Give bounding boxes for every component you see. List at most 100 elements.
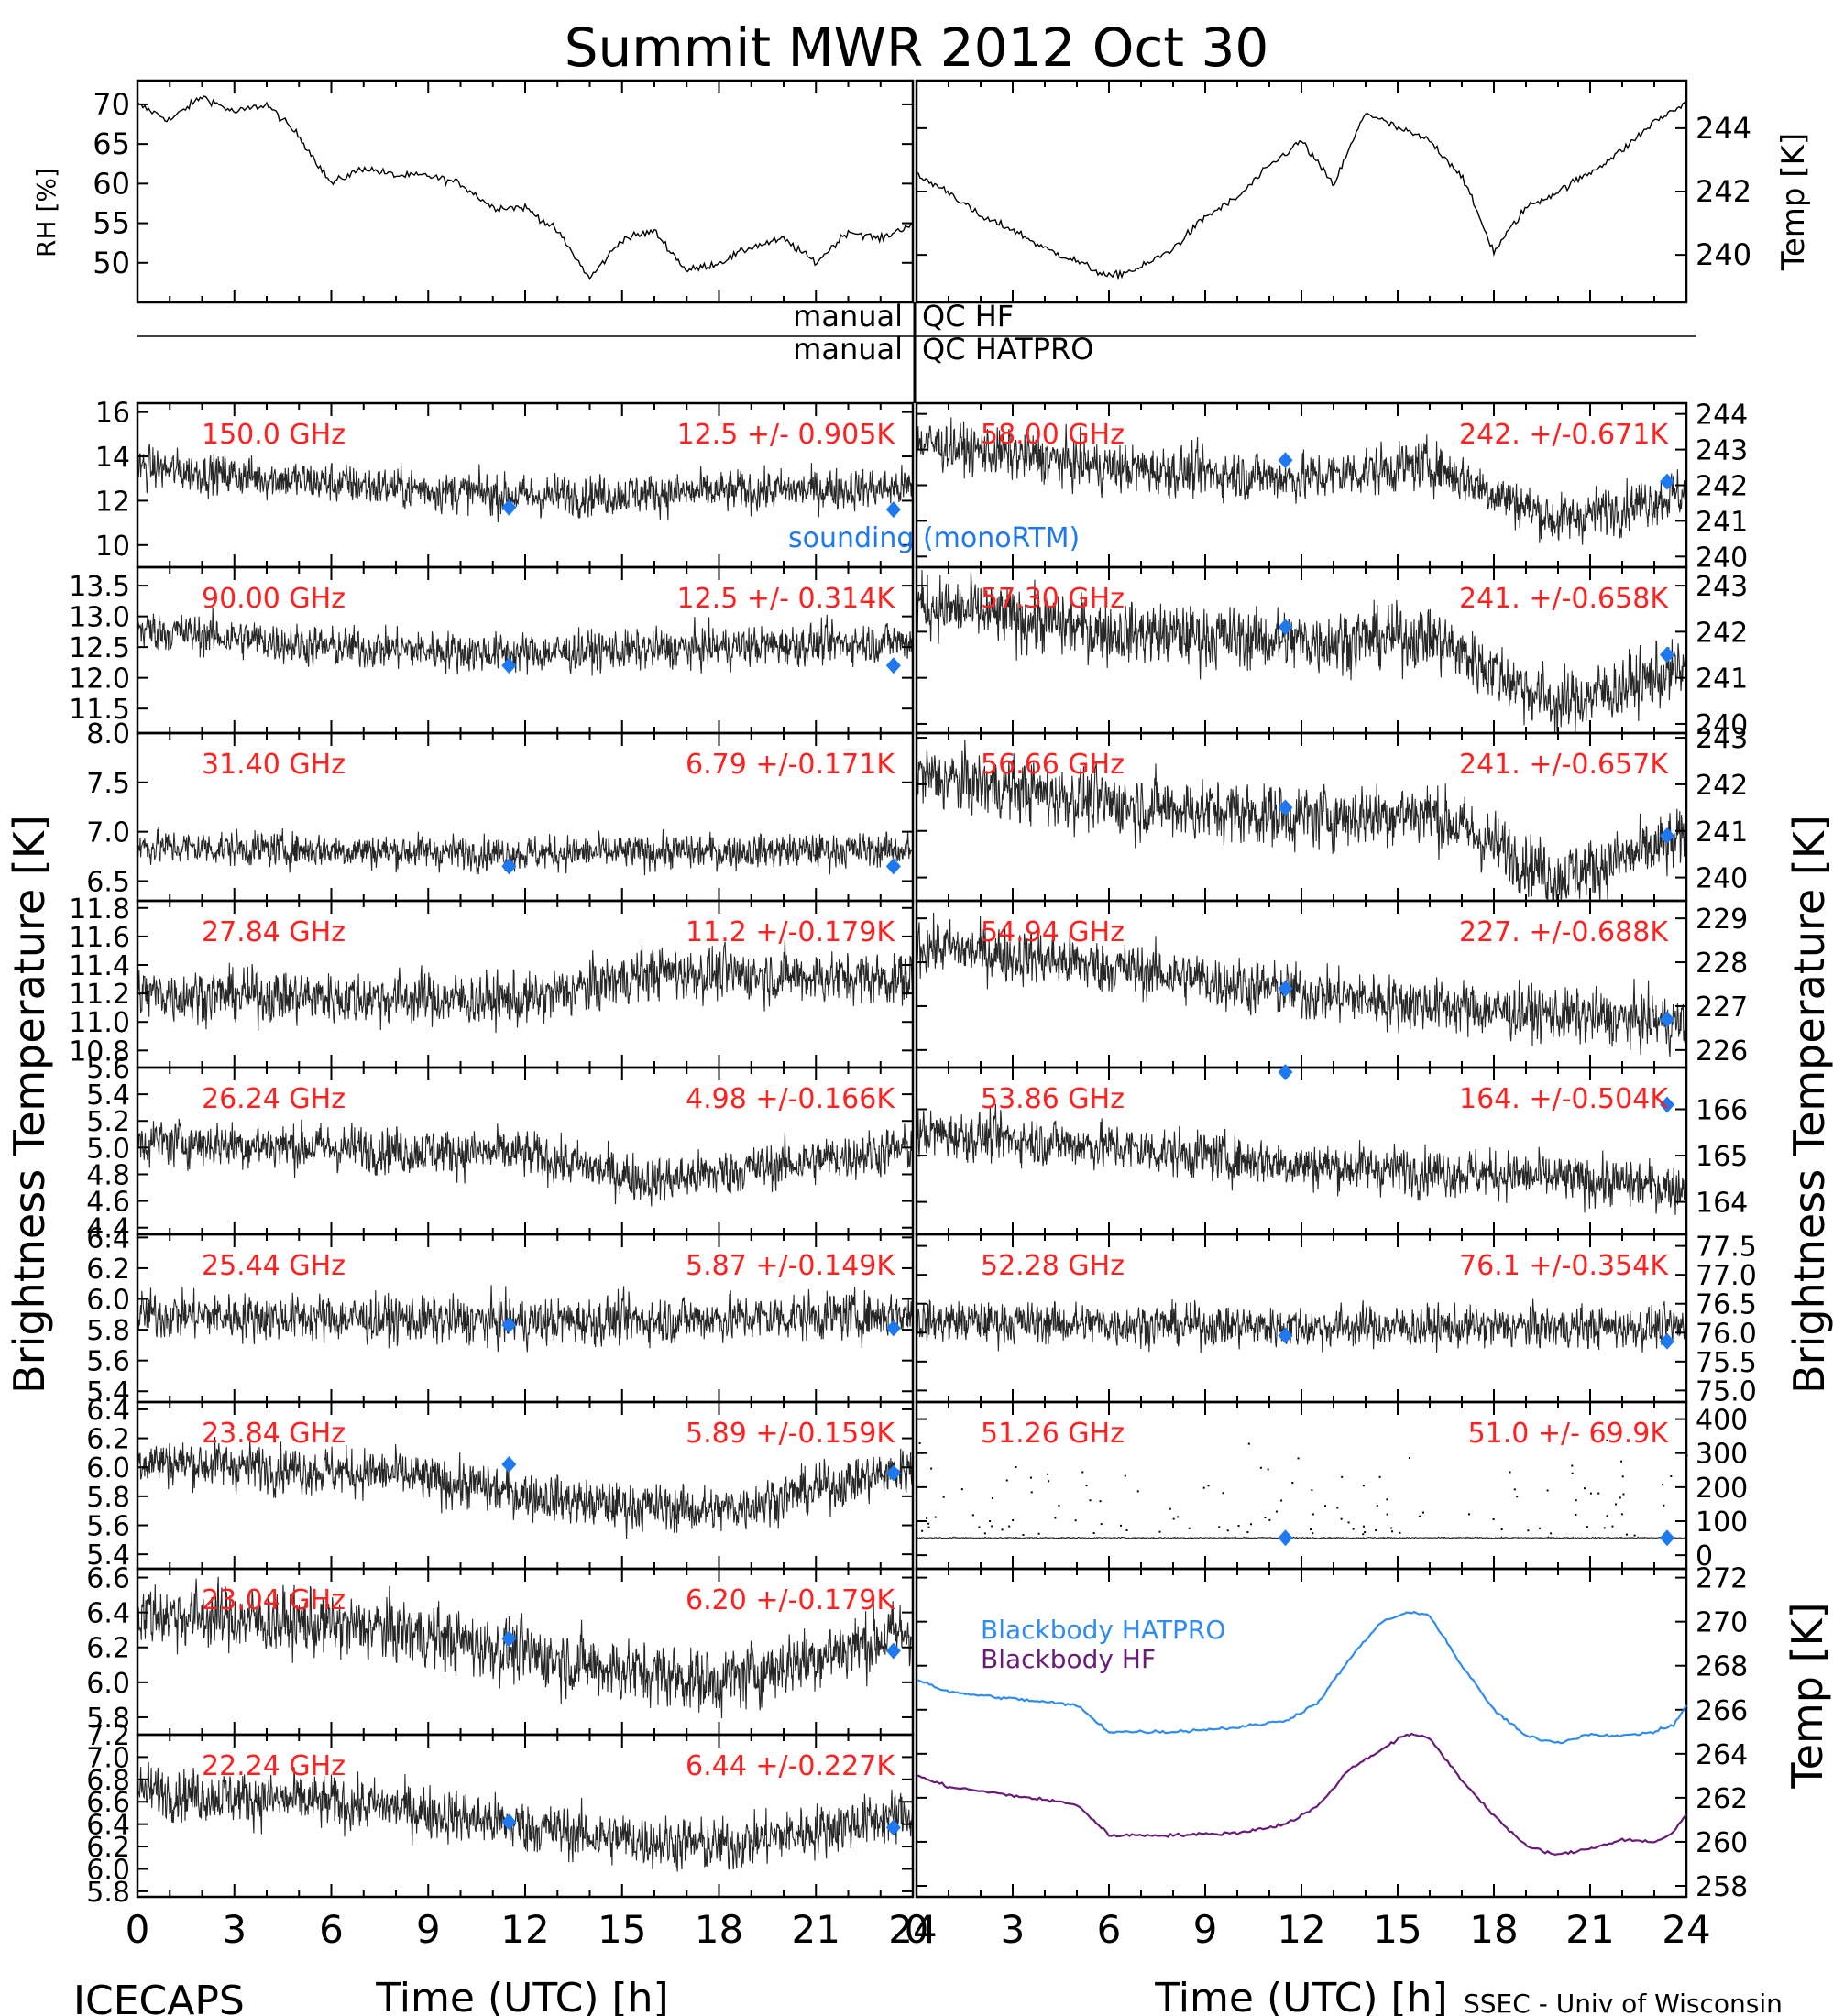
channel-5126-panel-ytick-label: 200 [1696, 1473, 1748, 1505]
channel-2224-panel-xtick-label: 0 [126, 1907, 150, 1952]
channel-5126-panel-spike-point [1419, 1515, 1421, 1517]
channel-1500-panel-stat-label: 12.5 +/- 0.905K [677, 419, 896, 451]
channel-5126-panel-spike-point [1280, 1499, 1283, 1502]
channel-1500-panel-sounding-point [501, 499, 517, 516]
channel-5800-panel-series-line [916, 417, 1686, 545]
channel-5126-panel-spike-point [1362, 1525, 1365, 1528]
channel-5386-panel-sounding-point [1278, 1064, 1293, 1081]
blackbody-panel-ytick-label: 268 [1696, 1651, 1748, 1683]
channel-5126-panel-spike-point [930, 1467, 933, 1470]
channel-2784-panel-ytick-label: 11.6 [69, 922, 130, 954]
channel-5126-panel-spike-point [1100, 1523, 1103, 1526]
channel-5126-panel-spike-point [1005, 1479, 1008, 1482]
channel-5126-panel-spike-point [1008, 1525, 1011, 1528]
channel-5126-panel-spike-point [1606, 1439, 1608, 1441]
channel-2544-panel-ytick-label: 6.0 [86, 1285, 130, 1317]
channel-2624-panel-frequency-label: 26.24 GHz [202, 1083, 346, 1115]
blackbody-series-line-hatpro [916, 1610, 1687, 1745]
channel-2224-panel-xtick-label: 9 [416, 1907, 441, 1952]
channel-5126-panel-spike-point [989, 1519, 992, 1522]
temp-panel-ytick-label: 240 [1696, 237, 1751, 272]
channel-3140-panel-frequency-label: 31.40 GHz [202, 749, 346, 781]
channel-5126-panel-spike-point [1620, 1460, 1623, 1463]
channel-5730-panel-ytick-label: 241 [1696, 663, 1748, 696]
rh-axis-label: RH [%] [31, 168, 61, 257]
channel-5126-panel-spike-point [991, 1496, 993, 1499]
channel-2304-panel-sounding-point [501, 1630, 517, 1648]
channel-3140-panel-stat-label: 6.79 +/-0.171K [686, 749, 895, 781]
channel-1500-panel-ytick-label: 14 [95, 442, 130, 474]
bt-left-axis-label: Brightness Temperature [K] [5, 815, 54, 1394]
channel-5126-panel-spike-point [1267, 1468, 1269, 1471]
channel-5126-panel-spike-point [1620, 1513, 1623, 1516]
channel-2304-panel-series-line [137, 1576, 913, 1719]
blackbody-panel-ytick-label: 270 [1696, 1607, 1748, 1639]
channel-2384-panel-ytick-label: 6.2 [86, 1424, 130, 1456]
channel-5126-panel-spike-point [1188, 1527, 1191, 1529]
channel-5126-panel-spike-point [1249, 1523, 1252, 1526]
channel-2304-panel-ytick-label: 6.0 [86, 1668, 130, 1700]
channel-5386-panel-ytick-label: 164 [1696, 1188, 1748, 1220]
channel-5126-panel-spike-point [1421, 1511, 1424, 1514]
channel-5126-panel-spike-point [921, 1529, 924, 1532]
channel-2304-panel-stat-label: 6.20 +/-0.179K [686, 1584, 895, 1616]
channel-3140-panel-ytick-label: 8.0 [86, 718, 130, 751]
channel-5228-panel-sounding-point [1278, 1327, 1293, 1344]
channel-5126-panel-spike-point [1312, 1513, 1314, 1516]
channel-5126-panel-spike-point [1550, 1532, 1553, 1535]
channel-5126-panel-spike-point [1074, 1519, 1077, 1522]
channel-2544-panel-series-line [137, 1285, 913, 1353]
channel-2544-panel-ytick-label: 5.8 [86, 1315, 130, 1347]
channel-2224-panel-ytick-label: 6.6 [86, 1787, 130, 1819]
channel-5730-panel-ytick-label: 243 [1696, 571, 1748, 603]
time-axis-label-right: Time (UTC) [h] [1154, 1975, 1447, 2016]
sounding-legend-label: sounding (monoRTM) [788, 522, 1080, 554]
channel-5666-panel-data [916, 740, 1686, 902]
channel-3140-panel-ytick-label: 7.0 [86, 817, 130, 849]
channel-5126-panel-spike-point [1226, 1529, 1229, 1532]
channel-5126-panel-spike-point [1583, 1487, 1586, 1490]
channel-5126-panel-spike-point [927, 1522, 930, 1525]
channel-5126-panel-spike-point [1386, 1498, 1388, 1501]
channel-5126-panel-spike-point [1362, 1485, 1365, 1487]
channel-5730-panel-ytick-label: 240 [1696, 709, 1748, 741]
channel-5126-panel-spike-point [1611, 1525, 1614, 1528]
channel-3140-panel-sounding-point [501, 858, 517, 875]
channel-9000-panel-data [137, 608, 913, 676]
channel-9000-panel-sounding-point [885, 657, 901, 674]
channel-5126-panel-spike-point [1030, 1491, 1033, 1494]
channel-5126-panel-spike-point [1202, 1486, 1205, 1489]
blackbody-panel-xtick-label: 21 [1565, 1907, 1614, 1952]
channel-5126-panel-spike-point [1092, 1532, 1095, 1535]
channel-5126-panel-ytick-label: 100 [1696, 1507, 1748, 1539]
blackbody-panel-ytick-label: 266 [1696, 1695, 1748, 1727]
channel-5126-panel-frequency-label: 51.26 GHz [981, 1418, 1125, 1450]
channel-5126-panel-spike-point [1527, 1529, 1530, 1532]
channel-5126-panel-spike-point [1218, 1526, 1221, 1528]
channel-2624-panel-ytick-label: 5.0 [86, 1133, 130, 1165]
channel-2384-panel-ytick-label: 5.4 [86, 1539, 130, 1572]
channel-5666-panel-ytick-label: 243 [1696, 723, 1748, 755]
channel-5228-panel-ytick-label: 75.0 [1696, 1375, 1757, 1408]
channel-5126-panel-spike-point [1312, 1532, 1314, 1535]
channel-3140-panel-series-line [137, 827, 913, 876]
channel-5228-panel-sounding-point [1660, 1332, 1674, 1350]
channel-5126-panel-spike-point [1125, 1528, 1128, 1531]
channel-2304-panel-ytick-label: 6.4 [86, 1598, 130, 1630]
channel-5126-panel-spike-point [1054, 1517, 1057, 1519]
channel-5126-panel-spike-point [1362, 1533, 1365, 1536]
channel-2784-panel-ytick-label: 11.8 [69, 893, 130, 926]
channel-3140-panel-data [137, 827, 913, 876]
channel-5126-panel-spike-point [1275, 1510, 1278, 1513]
channel-2784-panel-ytick-label: 11.4 [69, 950, 130, 982]
channel-5126-panel-spike-point [1399, 1531, 1401, 1534]
channel-5666-panel-series-line [916, 740, 1686, 902]
channel-2224-panel-ytick-label: 6.2 [86, 1832, 130, 1864]
channel-5126-panel-spike-point [942, 1496, 945, 1498]
channel-2384-panel-sounding-point [885, 1464, 901, 1482]
channel-5126-panel-spike-point [1247, 1442, 1250, 1445]
channel-9000-panel-ytick-label: 12.5 [69, 632, 130, 664]
channel-5126-panel-sounding-point [1278, 1529, 1293, 1547]
channel-5126-panel-spike-point [1571, 1472, 1574, 1474]
